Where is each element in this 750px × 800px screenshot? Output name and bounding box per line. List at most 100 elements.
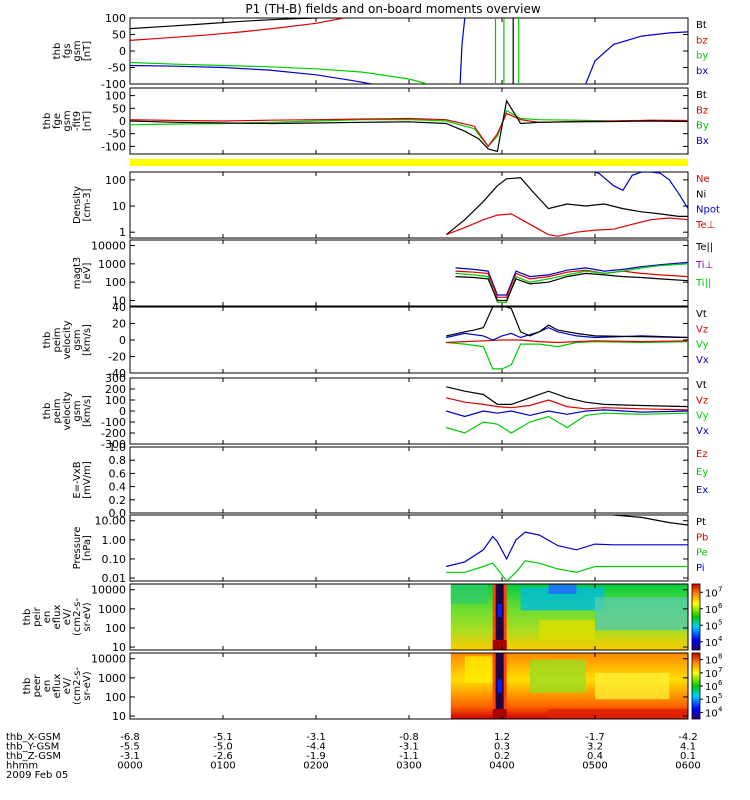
- y-tick-label: 1.0: [109, 441, 127, 454]
- legend-entry: bz: [696, 35, 708, 46]
- legend-entry: Ey: [696, 467, 708, 478]
- series-line: [459, 18, 466, 84]
- y-axis-label: -fit9: [72, 111, 83, 131]
- x-axis-row-label: hhmm: [6, 761, 38, 772]
- y-tick-label: -20: [108, 351, 126, 364]
- x-axis-row-value: -6.8: [120, 732, 140, 743]
- panel-efield: 1.00.80.60.40.20.0 E=-VxB [mV/m] Ez Ey Ex: [72, 441, 708, 520]
- y-axis-label: thb: [42, 403, 53, 420]
- series-line: [445, 177, 688, 236]
- y-tick-label: 50: [112, 29, 126, 42]
- series-line: [130, 18, 345, 41]
- colorbar-label: 10: [705, 682, 718, 693]
- y-tick-label: 100: [105, 394, 126, 407]
- legend-entry: Vz: [696, 324, 708, 335]
- panel-fgs: 100 50 0 -50 -100 thb fgs gsm [nT] Bt bz by bx: [52, 12, 708, 91]
- y-tick-label: 100: [105, 12, 126, 25]
- panel-frame: [129, 306, 689, 374]
- x-axis-row-value: 0000: [117, 761, 142, 772]
- y-tick-label: 100: [105, 90, 126, 103]
- x-axis-row-value: -5.1: [213, 732, 233, 743]
- y-axis-label: Density: [72, 186, 83, 224]
- y-tick-label: 0.4: [109, 481, 127, 494]
- y-tick-label: 1000: [98, 603, 126, 616]
- panel-frame: [129, 171, 689, 239]
- x-axis-row-value: -1.1: [399, 751, 419, 762]
- x-axis-row-value: 0400: [489, 761, 514, 772]
- y-axis-label: Pressure: [72, 527, 83, 570]
- colorbar-exponent: 7: [718, 666, 722, 674]
- series-group: [130, 18, 688, 84]
- legend-entry: Ni: [696, 189, 706, 200]
- series-line: [130, 112, 688, 148]
- spectrogram: [450, 584, 688, 650]
- series-line: [130, 64, 372, 84]
- y-tick-label: 1: [119, 226, 126, 239]
- plot-title: P1 (TH-B) fields and on-board moments ov…: [245, 2, 541, 16]
- x-axis-row-value: -0.8: [399, 732, 419, 743]
- y-tick-label: 0: [119, 334, 126, 347]
- x-axis-row-value: 0.1: [680, 751, 696, 762]
- x-axis-row-value: -1.9: [306, 751, 326, 762]
- colorbar-exponent: 8: [718, 653, 722, 661]
- colorbar-exponent: 6: [718, 679, 723, 687]
- legend-entry: Vt: [696, 380, 707, 391]
- series-line: [130, 18, 334, 30]
- legend-entry: Vx: [696, 355, 709, 366]
- y-tick-label: 200: [105, 383, 126, 396]
- y-tick-label: 0.2: [109, 494, 127, 507]
- legend-entry: by: [696, 51, 708, 62]
- spectrogram-patch: [539, 620, 595, 641]
- y-axis-label: [eV]: [82, 263, 93, 284]
- y-tick-label: 0.0: [109, 507, 127, 520]
- y-tick-label: -100: [101, 78, 126, 91]
- series-group: [455, 261, 688, 303]
- y-tick-label: -40: [108, 367, 126, 380]
- y-tick-label: 20: [112, 318, 126, 331]
- x-axis-row-label: thb_Y-GSM: [6, 742, 59, 753]
- colorbar-exponent: 7: [718, 585, 722, 593]
- series-line: [130, 109, 688, 148]
- x-axis-row-value: 0300: [396, 761, 421, 772]
- legend-entry: Bt: [696, 90, 707, 101]
- series-line: [446, 340, 688, 370]
- y-axis-label: thb: [42, 332, 53, 349]
- colorbar-exponent: 5: [718, 618, 722, 626]
- y-axis-label: peim: [52, 398, 63, 423]
- y-axis-label: thb: [52, 43, 63, 60]
- legend-entry: Vt: [696, 309, 707, 320]
- x-axis-row-value: -4.4: [306, 742, 326, 753]
- y-axis-label: gsm: [72, 400, 83, 421]
- y-tick-label: 10000: [91, 240, 126, 253]
- series-line: [446, 326, 688, 341]
- y-axis-label: gsm: [62, 110, 73, 131]
- y-tick-label: 100: [105, 622, 126, 635]
- y-axis-label: eflux: [52, 674, 63, 699]
- y-tick-label: 50: [112, 102, 126, 115]
- y-tick-label: 1000: [98, 258, 126, 271]
- y-tick-label: -50: [108, 62, 126, 75]
- y-axis-label: [nT]: [82, 41, 93, 61]
- spectrogram-patch: [464, 656, 493, 683]
- y-axis-label: [km/s]: [82, 324, 93, 356]
- x-axis-row-value: -3.1: [120, 751, 140, 762]
- x-axis-row-value: 0500: [582, 761, 607, 772]
- x-axis-row-label: thb_X-GSM: [6, 732, 61, 743]
- y-tick-label: 0: [119, 405, 126, 418]
- y-axis-label: magt3: [72, 257, 83, 290]
- spectrogram-patch: [548, 584, 577, 594]
- x-axis-row-value: 1.2: [494, 732, 510, 743]
- panel-frame: [129, 514, 689, 582]
- y-axis-label: fgs: [62, 43, 73, 58]
- legend-entry: Ne: [696, 174, 710, 185]
- x-axis-row-value: 4.1: [680, 742, 696, 753]
- legend-entry: Vz: [696, 395, 708, 406]
- y-axis-label: (cm2-s-: [72, 598, 83, 636]
- series-line: [445, 213, 688, 237]
- x-axis-row-value: -1.7: [585, 732, 605, 743]
- legend-entry: bx: [696, 66, 708, 77]
- legend-entry: Bt: [696, 20, 707, 31]
